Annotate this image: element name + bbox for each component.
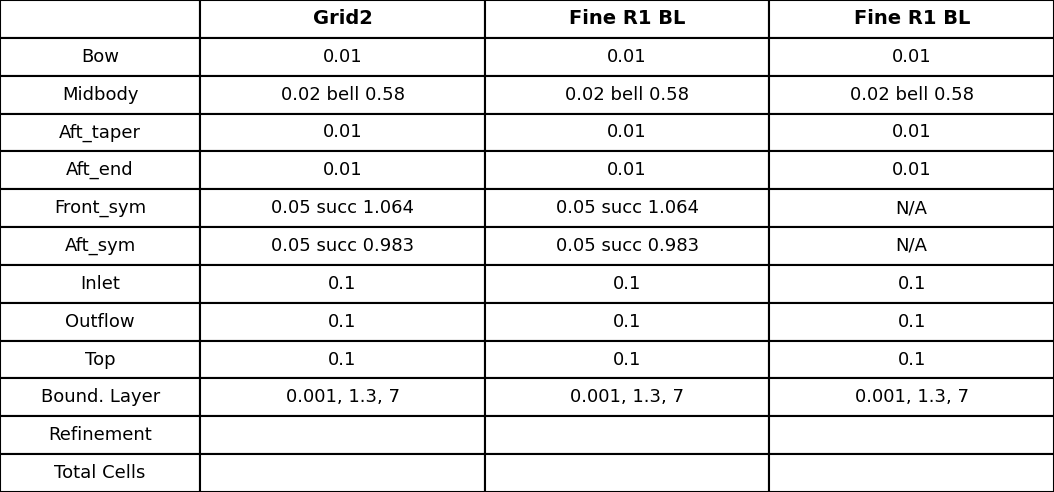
Bar: [200, 378, 485, 416]
Text: 0.05 succ 0.983: 0.05 succ 0.983: [555, 237, 699, 255]
Text: 0.001, 1.3, 7: 0.001, 1.3, 7: [570, 388, 684, 406]
Bar: [769, 114, 1054, 152]
Bar: [769, 227, 1054, 265]
Bar: [200, 114, 485, 152]
Text: Grid2: Grid2: [313, 9, 372, 29]
Bar: [0, 38, 200, 76]
Text: 0.05 succ 0.983: 0.05 succ 0.983: [271, 237, 414, 255]
Bar: [769, 416, 1054, 454]
Bar: [485, 114, 769, 152]
Bar: [0, 378, 200, 416]
Text: 0.1: 0.1: [613, 275, 641, 293]
Text: Bow: Bow: [81, 48, 119, 66]
Bar: [200, 227, 485, 265]
Text: 0.1: 0.1: [898, 275, 925, 293]
Text: 0.1: 0.1: [898, 313, 925, 331]
Text: 0.1: 0.1: [329, 275, 356, 293]
Bar: [200, 38, 485, 76]
Bar: [0, 76, 200, 114]
Bar: [200, 152, 485, 189]
Bar: [769, 303, 1054, 340]
Bar: [769, 152, 1054, 189]
Bar: [0, 189, 200, 227]
Text: 0.001, 1.3, 7: 0.001, 1.3, 7: [286, 388, 399, 406]
Bar: [200, 189, 485, 227]
Bar: [200, 76, 485, 114]
Text: Aft_taper: Aft_taper: [59, 123, 141, 142]
Text: 0.1: 0.1: [613, 313, 641, 331]
Bar: [0, 303, 200, 340]
Bar: [0, 152, 200, 189]
Bar: [485, 152, 769, 189]
Bar: [200, 265, 485, 303]
Bar: [0, 227, 200, 265]
Bar: [485, 378, 769, 416]
Bar: [485, 76, 769, 114]
Text: 0.1: 0.1: [329, 313, 356, 331]
Text: Total Cells: Total Cells: [55, 464, 145, 482]
Text: 0.01: 0.01: [892, 48, 932, 66]
Text: Aft_sym: Aft_sym: [64, 237, 136, 255]
Text: Outflow: Outflow: [65, 313, 135, 331]
Text: 0.1: 0.1: [329, 350, 356, 369]
Bar: [769, 340, 1054, 378]
Text: 0.02 bell 0.58: 0.02 bell 0.58: [280, 86, 405, 104]
Bar: [485, 0, 769, 38]
Bar: [485, 38, 769, 76]
Bar: [200, 0, 485, 38]
Bar: [769, 454, 1054, 492]
Text: Fine R1 BL: Fine R1 BL: [854, 9, 970, 29]
Text: Front_sym: Front_sym: [54, 199, 147, 217]
Bar: [0, 114, 200, 152]
Text: 0.01: 0.01: [892, 161, 932, 179]
Bar: [0, 340, 200, 378]
Bar: [0, 416, 200, 454]
Text: Top: Top: [84, 350, 116, 369]
Text: Midbody: Midbody: [62, 86, 138, 104]
Text: 0.01: 0.01: [607, 161, 647, 179]
Bar: [769, 38, 1054, 76]
Bar: [769, 189, 1054, 227]
Bar: [200, 340, 485, 378]
Text: 0.02 bell 0.58: 0.02 bell 0.58: [850, 86, 974, 104]
Text: 0.1: 0.1: [898, 350, 925, 369]
Text: Bound. Layer: Bound. Layer: [40, 388, 160, 406]
Text: Inlet: Inlet: [80, 275, 120, 293]
Bar: [485, 227, 769, 265]
Bar: [769, 0, 1054, 38]
Bar: [485, 340, 769, 378]
Text: 0.01: 0.01: [607, 48, 647, 66]
Text: Refinement: Refinement: [48, 426, 152, 444]
Bar: [200, 454, 485, 492]
Text: 0.05 succ 1.064: 0.05 succ 1.064: [271, 199, 414, 217]
Text: 0.01: 0.01: [892, 123, 932, 142]
Bar: [485, 265, 769, 303]
Text: N/A: N/A: [896, 199, 928, 217]
Text: 0.01: 0.01: [323, 123, 363, 142]
Bar: [0, 265, 200, 303]
Text: 0.01: 0.01: [607, 123, 647, 142]
Text: Aft_end: Aft_end: [66, 161, 134, 180]
Bar: [485, 454, 769, 492]
Text: 0.01: 0.01: [323, 48, 363, 66]
Bar: [485, 303, 769, 340]
Text: N/A: N/A: [896, 237, 928, 255]
Bar: [769, 378, 1054, 416]
Text: 0.05 succ 1.064: 0.05 succ 1.064: [555, 199, 699, 217]
Bar: [0, 0, 200, 38]
Text: 0.1: 0.1: [613, 350, 641, 369]
Bar: [769, 76, 1054, 114]
Text: 0.001, 1.3, 7: 0.001, 1.3, 7: [855, 388, 969, 406]
Bar: [485, 416, 769, 454]
Text: 0.01: 0.01: [323, 161, 363, 179]
Text: Fine R1 BL: Fine R1 BL: [569, 9, 685, 29]
Bar: [0, 454, 200, 492]
Bar: [200, 303, 485, 340]
Bar: [769, 265, 1054, 303]
Bar: [200, 416, 485, 454]
Text: 0.02 bell 0.58: 0.02 bell 0.58: [565, 86, 689, 104]
Bar: [485, 189, 769, 227]
